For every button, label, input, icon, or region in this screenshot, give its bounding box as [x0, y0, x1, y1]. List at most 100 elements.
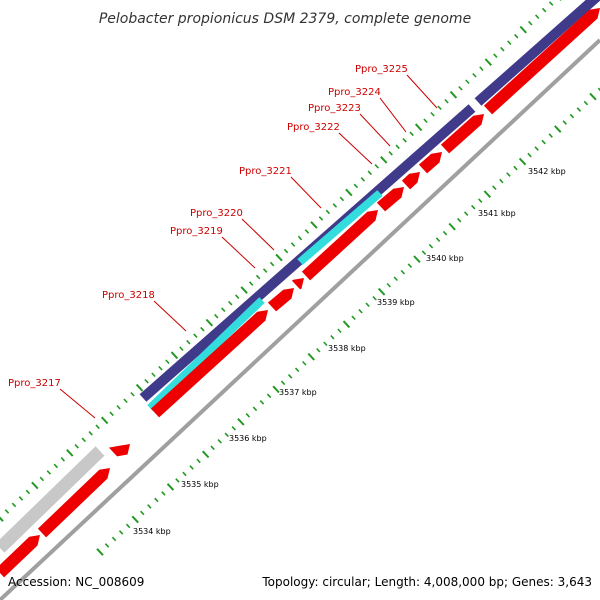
scale-tick-label: 3542 kbp: [528, 167, 566, 176]
tick-dot: [367, 170, 372, 176]
tick-dot: [528, 20, 533, 26]
tick-dot: [380, 156, 388, 164]
reverse-gene-arrow: [0, 535, 40, 578]
tick-dot: [442, 230, 448, 236]
tick-dot: [444, 98, 449, 104]
tick-dot: [514, 33, 519, 39]
tick-dot: [165, 359, 170, 365]
backbone-line: [0, 38, 600, 600]
reverse-gene-arrow: [418, 152, 442, 174]
tick-dot: [430, 111, 435, 117]
gene-features: [0, 0, 600, 578]
reverse-gene-arrow: [440, 114, 484, 154]
tick-dot: [81, 437, 86, 443]
tick-dot: [323, 341, 328, 347]
tick-dot: [597, 87, 600, 92]
tick-dot: [409, 131, 414, 137]
tick-dot: [290, 242, 296, 247]
tick-dot: [100, 416, 109, 425]
tick-dot: [228, 300, 233, 306]
tick-dot: [506, 172, 511, 177]
reverse-gene-arrow: [108, 444, 130, 457]
tick-dot: [221, 307, 226, 312]
tick-dot: [518, 157, 527, 166]
tick-dot: [316, 347, 321, 353]
tick-dot: [151, 372, 156, 378]
tick-dot: [304, 229, 310, 234]
reverse-gene-arrow: [401, 172, 420, 190]
scale-tick-label: 3538 kbp: [328, 344, 366, 353]
tick-dot: [88, 431, 93, 436]
tick-dot: [325, 209, 331, 215]
tick-dot: [46, 470, 52, 475]
tick-dot: [166, 483, 175, 491]
tick-dot: [562, 120, 567, 125]
tick-dot: [186, 339, 191, 345]
tick-dot: [39, 476, 45, 482]
gene-label: Ppro_3217: [8, 378, 61, 389]
tick-dot: [589, 92, 597, 101]
tick-dot: [339, 196, 345, 202]
tick-dot-rows: [0, 0, 600, 556]
tick-dot: [130, 391, 135, 397]
tick-dot: [66, 449, 74, 457]
tick-dot: [205, 318, 214, 327]
tick-dot: [402, 138, 407, 143]
reverse-gene-arrow: [150, 310, 268, 418]
tick-dot: [111, 536, 117, 542]
tick-dot: [345, 188, 353, 197]
tick-dot: [358, 308, 363, 314]
scale-tick-label: 3534 kbp: [133, 527, 171, 536]
tick-dot: [131, 515, 139, 524]
tick-dot: [500, 46, 505, 52]
forward-gene-block: [474, 0, 600, 106]
backbone-layer: [0, 38, 600, 600]
tick-dot: [11, 502, 17, 508]
tick-dot: [388, 151, 393, 156]
tick-dot: [116, 404, 121, 410]
tick-dot: [123, 398, 128, 404]
tick-dot: [395, 144, 400, 150]
gene-labels: Ppro_3217 Ppro_3218 Ppro_3219 Ppro_3220 Ppro…: [8, 64, 408, 389]
tick-dot: [201, 450, 210, 459]
tick-dot: [140, 510, 145, 516]
tick-dot: [60, 457, 65, 462]
tick-dot: [413, 255, 421, 263]
gene-label: Ppro_3225: [355, 64, 408, 75]
gene-label: Ppro_3223: [308, 103, 361, 114]
tick-dot: [393, 276, 398, 282]
tick-dot: [214, 313, 219, 319]
tick-dot: [104, 543, 110, 548]
tick-dot: [4, 509, 10, 514]
tick-dot: [458, 85, 463, 91]
tick-dot: [519, 25, 527, 34]
tick-dot: [210, 445, 215, 451]
tick-dot: [465, 79, 470, 85]
tick-dot: [435, 237, 441, 242]
scale-tick-label: 3540 kbp: [426, 254, 464, 263]
tick-dot: [428, 243, 434, 249]
scale-tick-label: 3536 kbp: [229, 434, 267, 443]
gene-label-leader: [153, 300, 187, 332]
tick-dot: [182, 471, 187, 477]
tick-dot: [161, 491, 166, 496]
tick-dot: [224, 432, 229, 438]
tick-dot: [217, 439, 222, 444]
tick-dot: [179, 346, 184, 352]
tick-dot: [231, 426, 236, 431]
tick-dot: [200, 326, 205, 332]
tick-dot: [248, 281, 254, 286]
tick-dot: [527, 152, 532, 158]
scale-ticks: 3534 kbp 3535 kbp 3536 kbp 3537 kbp 3538 kbp…: [133, 167, 566, 536]
tick-dot: [479, 66, 484, 72]
tick-dot: [0, 516, 4, 522]
tick-dot: [275, 253, 283, 262]
tick-dot: [541, 139, 546, 145]
tick-dot: [280, 380, 286, 386]
tick-dot: [414, 123, 423, 132]
tick-dot: [377, 287, 386, 296]
tick-dot: [175, 478, 180, 483]
tick-dot: [351, 315, 356, 321]
tick-dot: [95, 424, 100, 430]
